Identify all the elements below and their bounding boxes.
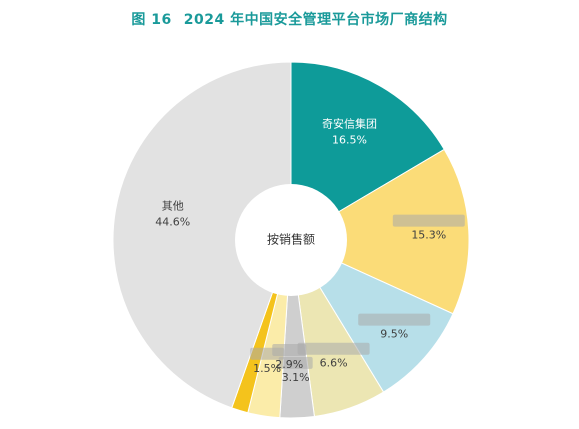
slice-value-5: 3.1% [282,371,310,384]
donut-slice-8 [112,61,292,409]
slice-value-4: 6.6% [320,357,348,370]
redacted-name-4 [297,342,370,355]
slice-value-8: 44.6% [155,216,190,229]
slice-value-7: 1.5% [253,362,281,375]
redacted-name-2 [392,214,465,227]
redacted-name-5 [278,356,313,369]
slice-value-1: 16.5% [332,134,367,147]
redacted-name-7 [250,347,285,360]
redacted-name-3 [358,313,431,326]
slice-value-6: 2.9% [275,358,303,371]
donut-slice-1 [290,61,445,241]
center-label: 按销售额 [267,232,315,247]
slice-value-2: 15.3% [411,229,446,242]
slice-value-3: 9.5% [380,328,408,341]
figure-title: 图 16 2024 年中国安全管理平台市场厂商结构 [0,9,579,29]
figure-title-text: 2024 年中国安全管理平台市场厂商结构 [183,12,448,28]
figure-number: 图 16 [131,12,172,28]
donut-slice-2 [289,148,470,315]
donut-hole [235,184,347,296]
slice-labels: 奇安信集团 16.5% 15.3% 9.5% 6.6% 3.1%2.9%1.5% 其他 44.… [155,117,465,384]
slice-name-8: 其他 [162,200,184,213]
slice-name-1: 奇安信集团 [322,117,377,131]
